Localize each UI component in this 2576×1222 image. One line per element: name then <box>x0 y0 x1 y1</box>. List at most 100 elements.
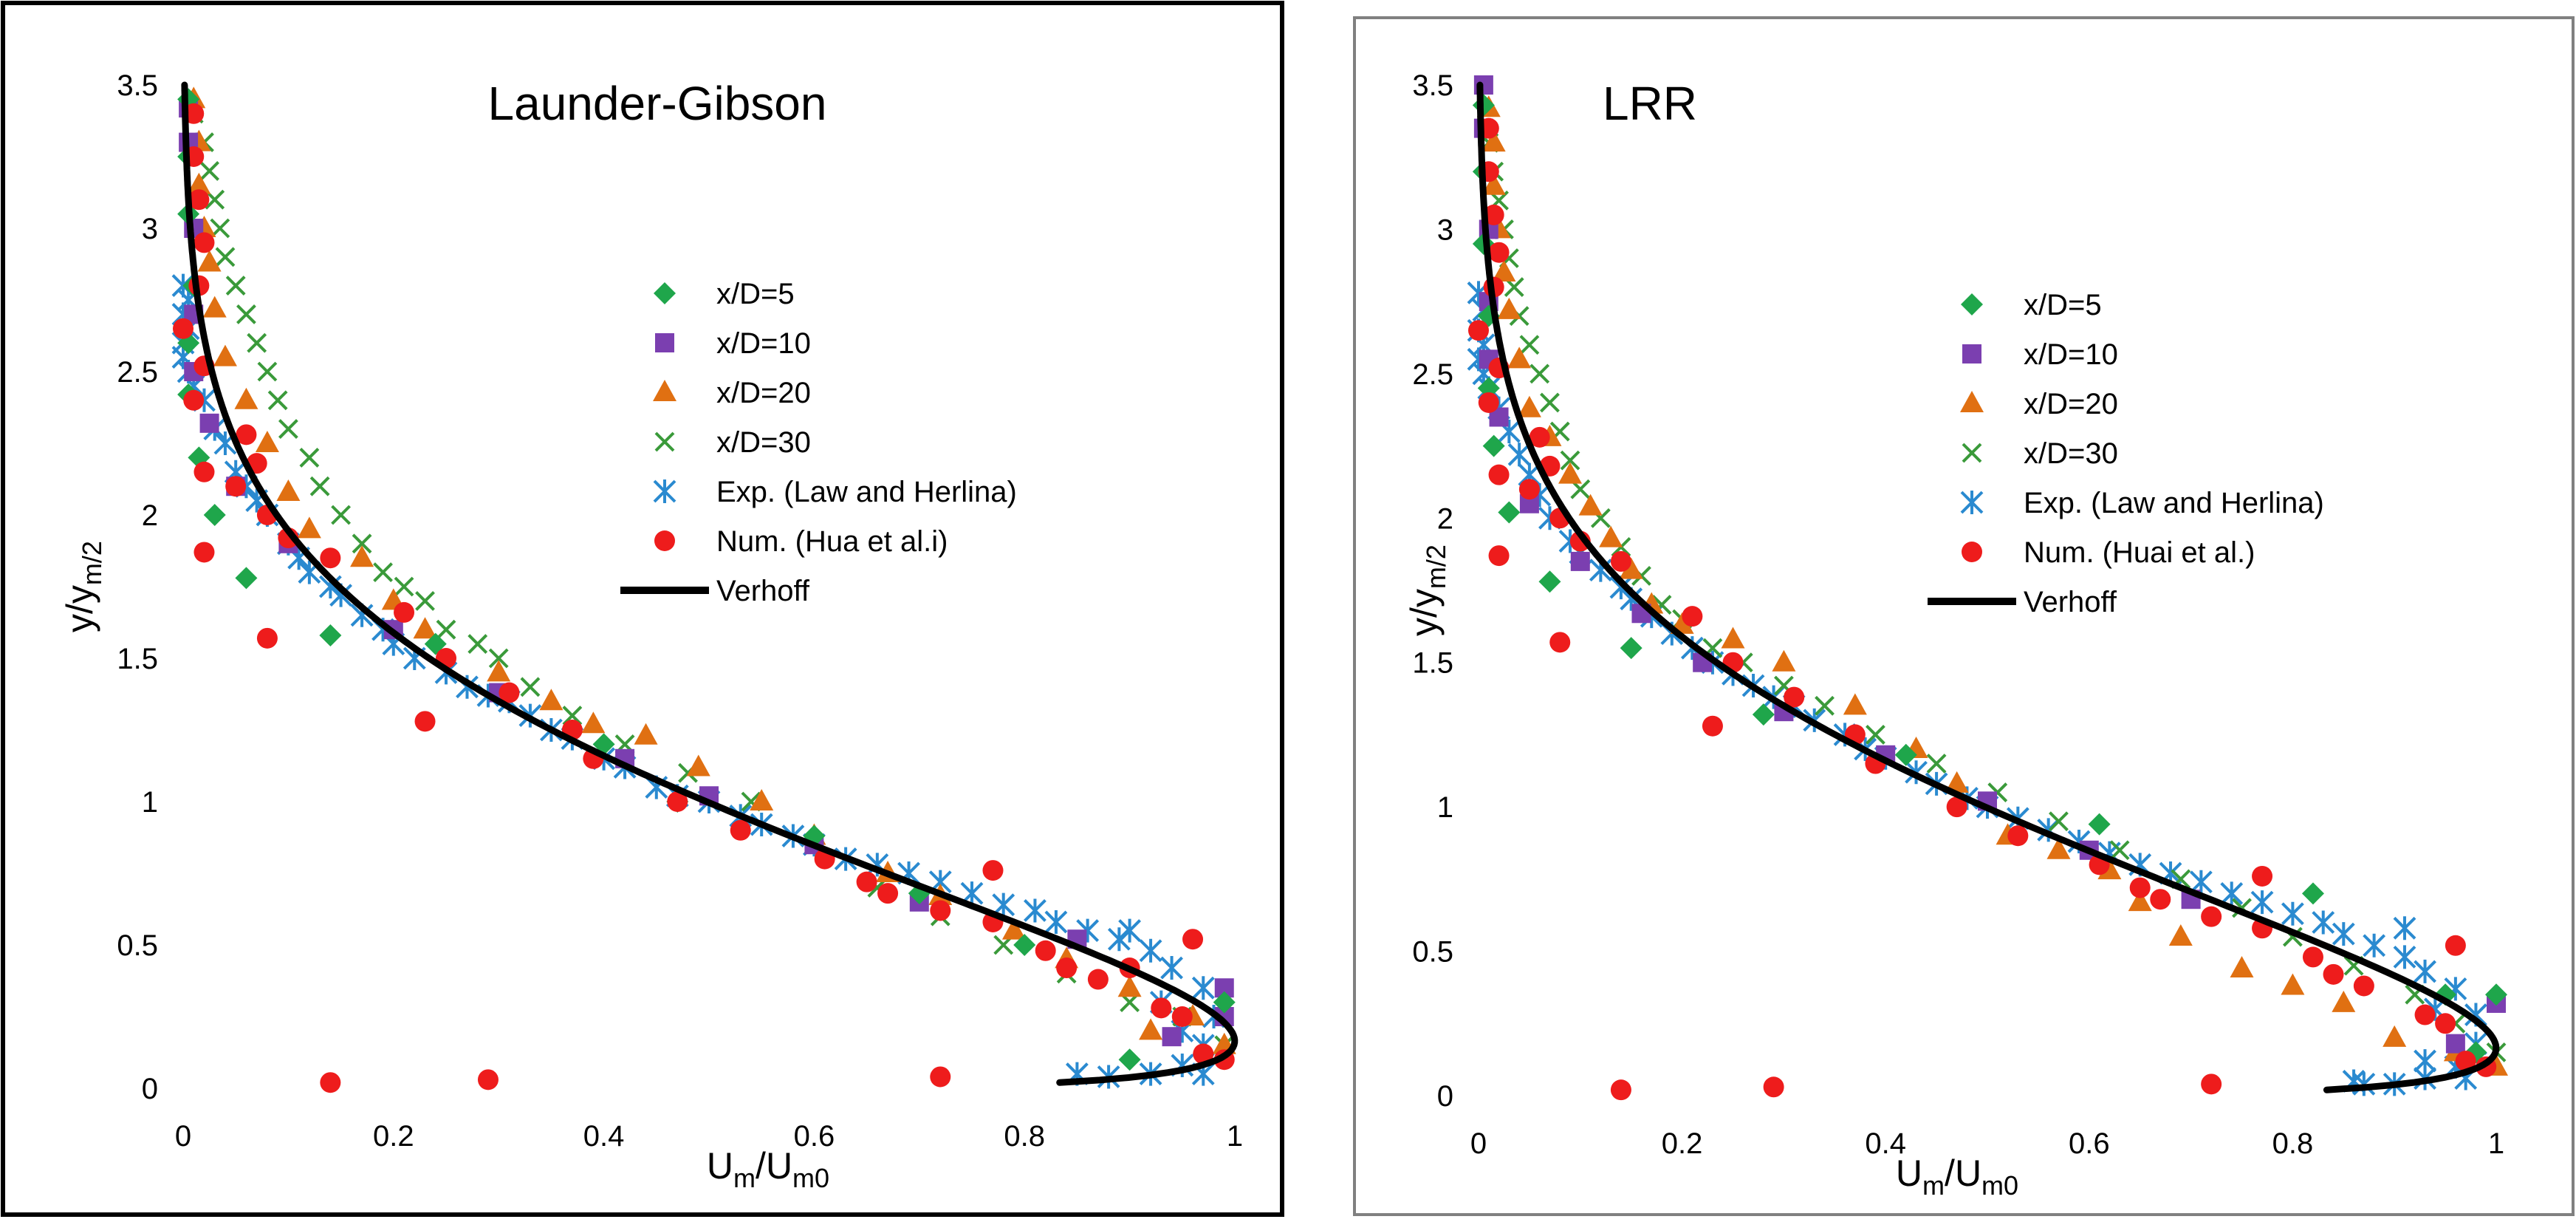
data-point <box>2168 924 2193 946</box>
data-point <box>2189 870 2213 894</box>
data-point <box>1468 320 1489 341</box>
data-point <box>257 361 278 382</box>
data-point <box>297 516 321 539</box>
data-point <box>1482 434 1505 457</box>
data-point <box>2393 916 2416 941</box>
data-point <box>2220 881 2244 906</box>
x-tick-label: 0.2 <box>373 1120 414 1153</box>
chart-title: Launder-Gibson <box>488 77 827 130</box>
data-point <box>539 689 564 711</box>
data-point <box>1682 606 1703 627</box>
data-point <box>225 276 246 296</box>
data-point <box>2312 910 2335 935</box>
legend-marker <box>1962 344 1981 363</box>
data-point <box>1492 260 1516 282</box>
data-point <box>1946 796 1967 818</box>
x-tick-label: 0.4 <box>583 1120 625 1153</box>
data-point <box>487 660 511 682</box>
data-point <box>877 883 899 904</box>
x-tick-label: 0.8 <box>1004 1120 1045 1153</box>
data-point <box>1191 976 1215 1000</box>
data-point <box>199 413 219 433</box>
data-point <box>1538 570 1561 593</box>
legend-marker <box>1960 391 1984 412</box>
chart-title: LRR <box>1603 77 1697 130</box>
data-point <box>1171 1006 1193 1027</box>
data-point <box>488 648 509 669</box>
y-tick-label: 2.5 <box>1412 358 1453 391</box>
data-point <box>1044 909 1068 934</box>
chart-left-svg: Launder-Gibson 0 0.5 1 1.5 2 2.5 3 3.5 0 0.2 0.4 0.6… <box>1 1 1284 1217</box>
data-point <box>2201 1073 2222 1095</box>
data-point <box>2252 865 2273 887</box>
data-point <box>930 1066 951 1088</box>
legend-label: Num. (Hua et al.i) <box>716 525 948 558</box>
data-point <box>1815 695 1835 716</box>
data-point <box>1162 1027 1182 1047</box>
chart-right-svg: LRR 0 0.5 1 1.5 2 2.5 3 3.5 0 0.2 0.4 0.6 0.8 1 Um/Um0 y… <box>1353 16 2575 1216</box>
data-point <box>1599 525 1623 547</box>
data-point <box>1488 464 1510 485</box>
legend-label: x/D=10 <box>716 327 811 360</box>
data-point <box>2088 813 2111 836</box>
legend-label: Verhoff <box>716 575 810 607</box>
chart-panel-left: Launder-Gibson 0 0.5 1 1.5 2 2.5 3 3.5 0 0.2 0.4 0.6… <box>0 0 1285 1222</box>
y-tick-label: 2 <box>1437 502 1453 535</box>
data-point <box>1610 550 1631 572</box>
data-point <box>309 476 330 496</box>
y-tick-label: 1.5 <box>1412 647 1453 680</box>
legend-marker <box>654 530 675 551</box>
data-point <box>1866 725 1885 745</box>
data-point <box>2332 922 2355 946</box>
data-point <box>1558 462 1583 484</box>
data-point <box>1620 637 1642 660</box>
data-point <box>1530 363 1550 384</box>
legend-label: x/D=5 <box>716 278 795 310</box>
data-point <box>1118 1048 1141 1071</box>
data-point <box>1702 715 1723 737</box>
x-axis-label: Um/Um0 <box>707 1145 829 1193</box>
x-tick-label: 0.6 <box>794 1120 835 1153</box>
data-point <box>1193 1043 1214 1065</box>
data-point <box>1013 934 1036 956</box>
data-point <box>1087 969 1109 990</box>
data-point <box>1024 898 1046 923</box>
data-point <box>1117 975 1142 997</box>
data-point <box>183 389 205 411</box>
x-tick-label: 0 <box>1470 1127 1487 1160</box>
data-point <box>1118 918 1142 943</box>
data-point <box>2383 1025 2407 1047</box>
y-tick-label: 3 <box>1437 214 1453 246</box>
data-point <box>1507 443 1531 467</box>
data-point <box>2049 811 2069 832</box>
data-point <box>1519 335 1540 355</box>
data-point <box>193 232 215 253</box>
data-point <box>1784 686 1805 708</box>
series-x/D=20 <box>1476 95 2508 1076</box>
data-point <box>2445 935 2466 956</box>
legend-label: Verhoff <box>2024 586 2117 618</box>
data-point <box>1926 754 1947 774</box>
data-point <box>1772 649 1796 672</box>
data-point <box>2129 877 2151 898</box>
legend-marker <box>654 431 675 452</box>
data-point <box>1619 557 1643 579</box>
y-tick-label: 2.5 <box>117 356 158 389</box>
data-point <box>203 504 226 526</box>
data-point <box>2301 882 2324 905</box>
legend-label: Num. (Huai et al.) <box>2024 536 2255 569</box>
y-axis-label: y/ym/2 <box>1403 545 1451 636</box>
data-point <box>2201 906 2222 927</box>
data-point <box>2150 889 2171 910</box>
data-point <box>215 247 236 267</box>
data-point <box>1549 632 1571 653</box>
data-point <box>1610 1079 1631 1101</box>
data-point <box>2455 1051 2476 1072</box>
data-point <box>1752 703 1775 726</box>
data-point <box>2281 901 2304 926</box>
data-point <box>213 344 237 366</box>
data-point <box>2414 959 2436 983</box>
data-point <box>467 634 488 655</box>
legend-marker <box>1961 293 1983 315</box>
data-point <box>2353 975 2374 997</box>
